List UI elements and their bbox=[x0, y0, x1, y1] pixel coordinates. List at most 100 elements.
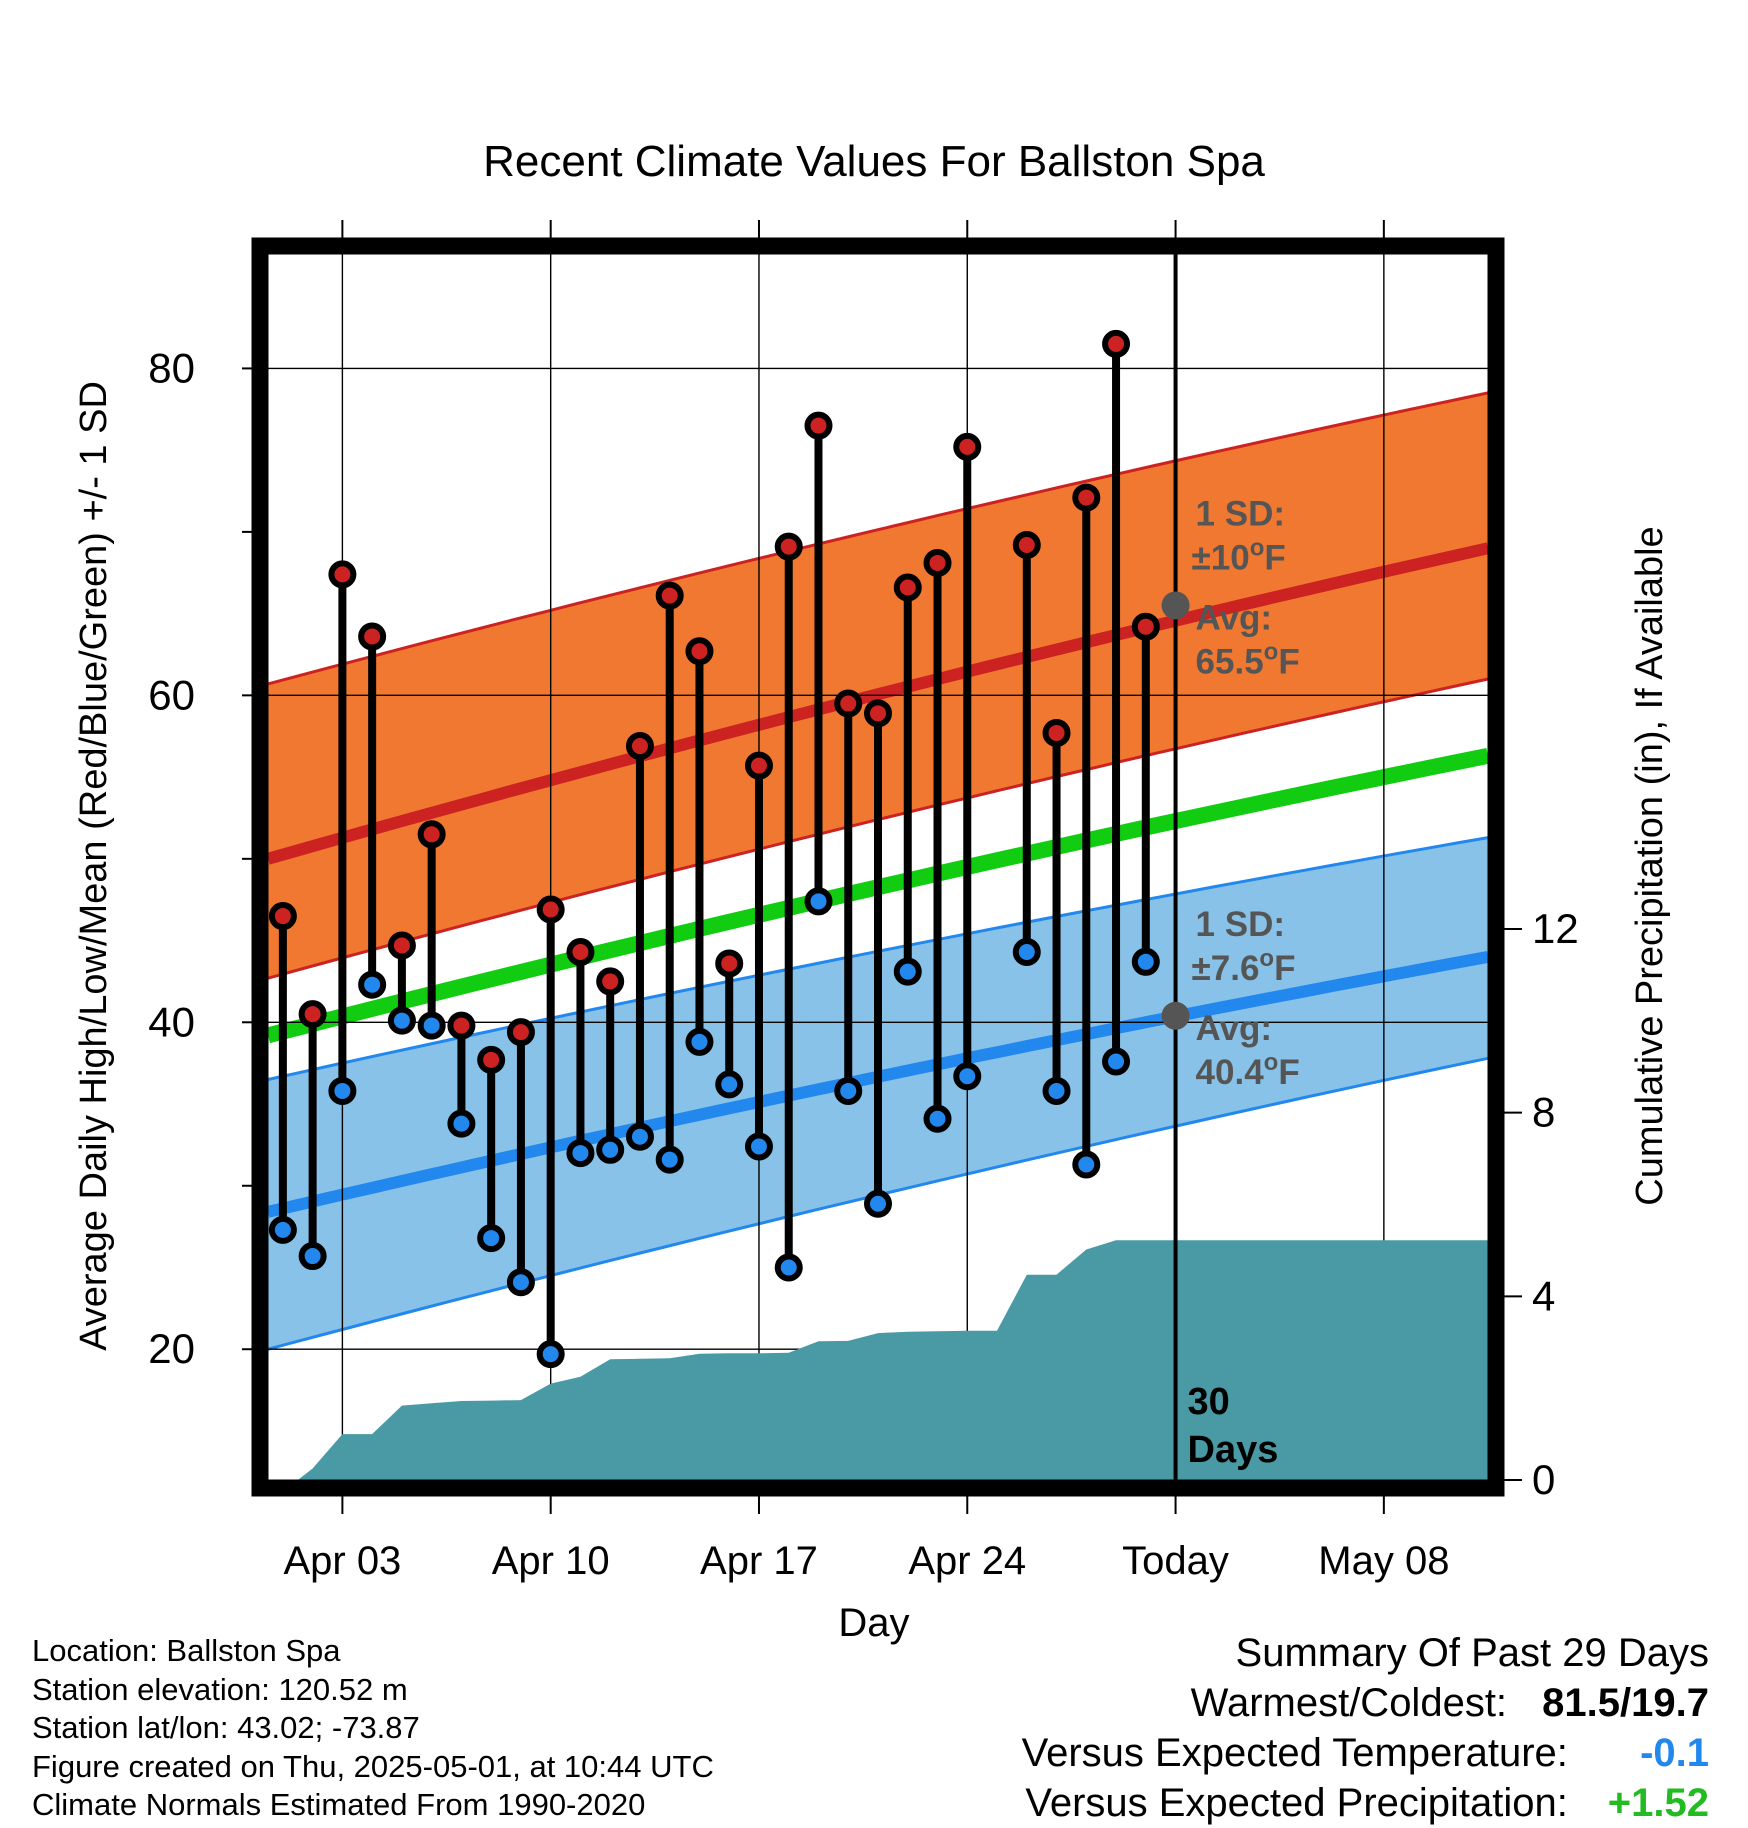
x-tick-label: Apr 10 bbox=[492, 1539, 610, 1583]
high-temp-point bbox=[744, 751, 773, 780]
temp-vs-expected-label: Versus Expected Temperature: bbox=[1021, 1731, 1568, 1775]
high-temp-point bbox=[923, 548, 952, 577]
low-temp-point bbox=[417, 1011, 446, 1040]
high-sd-band bbox=[268, 392, 1488, 979]
y2-tick-label: 8 bbox=[1532, 1089, 1555, 1136]
summary-warmest-coldest: Warmest/Coldest: 81.5/19.7 bbox=[1022, 1678, 1709, 1728]
low-normal-avg-marker bbox=[1161, 1001, 1190, 1030]
high-temp-point bbox=[566, 938, 595, 967]
low-temp-point bbox=[328, 1076, 357, 1105]
low-temp-point bbox=[953, 1062, 982, 1091]
high-temp-point bbox=[953, 432, 982, 461]
precip-vs-expected-value: +1.52 bbox=[1607, 1781, 1709, 1825]
high-temp-point bbox=[298, 1000, 327, 1029]
low-temp-point bbox=[864, 1189, 892, 1218]
high-temp-point bbox=[1131, 612, 1160, 641]
high-temp-point bbox=[1042, 718, 1071, 747]
low-temp-point bbox=[477, 1224, 506, 1253]
high-temp-point bbox=[834, 689, 863, 718]
precipitation-area bbox=[282, 1240, 1488, 1480]
low-temp-point bbox=[655, 1145, 684, 1174]
low-normal-avg-label: Avg: bbox=[1196, 1009, 1272, 1048]
x-axis-label: Day bbox=[838, 1601, 909, 1645]
high-temp-point bbox=[1102, 329, 1131, 358]
low-temp-point bbox=[596, 1135, 625, 1164]
high-temp-point bbox=[387, 931, 416, 960]
high-temp-point bbox=[447, 1011, 476, 1040]
normal-high-line bbox=[266, 542, 1490, 865]
low-temp-point bbox=[744, 1132, 773, 1161]
x-tick-label: Apr 24 bbox=[908, 1539, 1026, 1583]
low-temp-point bbox=[834, 1076, 863, 1105]
warmest-coldest-value: 81.5/19.7 bbox=[1542, 1681, 1709, 1725]
low-temp-point bbox=[804, 887, 833, 916]
low-temp-point bbox=[1102, 1047, 1131, 1076]
low-temp-point bbox=[358, 970, 387, 999]
high-sd-band-upper-edge bbox=[267, 391, 1489, 686]
high-temp-point bbox=[685, 637, 714, 666]
low-temp-point bbox=[447, 1109, 476, 1138]
x-tick-label: May 08 bbox=[1318, 1539, 1449, 1583]
low-normal-avg-value: 40.4oF bbox=[1196, 1049, 1300, 1092]
low-temp-point bbox=[715, 1070, 744, 1099]
high-temp-point bbox=[655, 581, 684, 610]
y2-axis-label: Cumulative Precipitation (in), If Availa… bbox=[1629, 526, 1671, 1205]
summary-temperature: Versus Expected Temperature: -0.1 bbox=[1022, 1728, 1709, 1778]
x-tick-label: Apr 03 bbox=[283, 1539, 401, 1583]
high-normal-sd-value: ±10oF bbox=[1192, 534, 1286, 577]
high-temp-point bbox=[715, 949, 744, 978]
low-temp-point bbox=[1012, 938, 1041, 967]
low-temp-point bbox=[268, 1215, 297, 1244]
summary-title: Summary Of Past 29 Days bbox=[1235, 1631, 1709, 1675]
normals-text: Climate Normals Estimated From 1990-2020 bbox=[32, 1787, 646, 1822]
high-temp-point bbox=[358, 622, 387, 651]
y2-tick-label: 12 bbox=[1532, 905, 1579, 952]
y2-tick-label: 4 bbox=[1532, 1272, 1555, 1319]
high-temp-point bbox=[328, 560, 357, 589]
summary-panel: Summary Of Past 29 Days Warmest/Coldest:… bbox=[1022, 1628, 1709, 1828]
high-normal-avg-marker bbox=[1161, 591, 1190, 620]
high-temp-point bbox=[804, 411, 833, 440]
plot-frame bbox=[251, 237, 1505, 1497]
high-temp-point bbox=[506, 1018, 535, 1047]
today-days-number: 30 bbox=[1188, 1381, 1230, 1423]
precip-vs-expected-label: Versus Expected Precipitation: bbox=[1025, 1781, 1568, 1825]
high-temp-point bbox=[1012, 530, 1041, 559]
y-tick-label: 80 bbox=[148, 344, 195, 391]
elevation-text: Station elevation: 120.52 m bbox=[32, 1671, 408, 1707]
high-temp-point bbox=[774, 532, 803, 561]
high-temp-point bbox=[477, 1045, 506, 1074]
created-text: Figure created on Thu, 2025-05-01, at 10… bbox=[32, 1748, 714, 1784]
y-tick-label: 40 bbox=[148, 998, 195, 1045]
location-text: Location: Ballston Spa bbox=[32, 1633, 341, 1668]
high-temp-point bbox=[596, 967, 625, 996]
high-temp-point bbox=[625, 732, 654, 761]
low-temp-point bbox=[625, 1122, 654, 1151]
low-temp-point bbox=[1131, 947, 1160, 976]
high-temp-point bbox=[893, 573, 922, 602]
high-normal-avg-value: 65.5oF bbox=[1196, 638, 1300, 681]
low-temp-point bbox=[893, 957, 922, 986]
y-tick-label: 60 bbox=[148, 671, 195, 718]
x-tick-label: Today bbox=[1122, 1539, 1229, 1583]
high-temp-point bbox=[417, 820, 446, 849]
low-normal-sd-label: 1 SD: bbox=[1196, 905, 1285, 944]
low-temp-point bbox=[506, 1268, 535, 1297]
low-temp-point bbox=[1072, 1150, 1101, 1179]
low-normal-sd-value: ±7.6oF bbox=[1192, 945, 1296, 988]
low-temp-point bbox=[536, 1340, 565, 1369]
low-temp-point bbox=[923, 1104, 952, 1133]
high-temp-point bbox=[268, 902, 297, 931]
low-temp-point bbox=[774, 1253, 803, 1282]
y-tick-label: 20 bbox=[148, 1325, 195, 1372]
station-info: Location: Ballston Spa Station elevation… bbox=[32, 1632, 714, 1825]
high-temp-point bbox=[864, 699, 892, 728]
temp-vs-expected-value: -0.1 bbox=[1640, 1731, 1709, 1775]
y2-tick-label: 0 bbox=[1532, 1456, 1555, 1503]
today-days-text: Days bbox=[1188, 1429, 1279, 1471]
low-temp-point bbox=[387, 1006, 416, 1035]
high-normal-avg-label: Avg: bbox=[1196, 598, 1272, 637]
low-temp-point bbox=[685, 1027, 714, 1056]
low-temp-point bbox=[298, 1242, 327, 1271]
